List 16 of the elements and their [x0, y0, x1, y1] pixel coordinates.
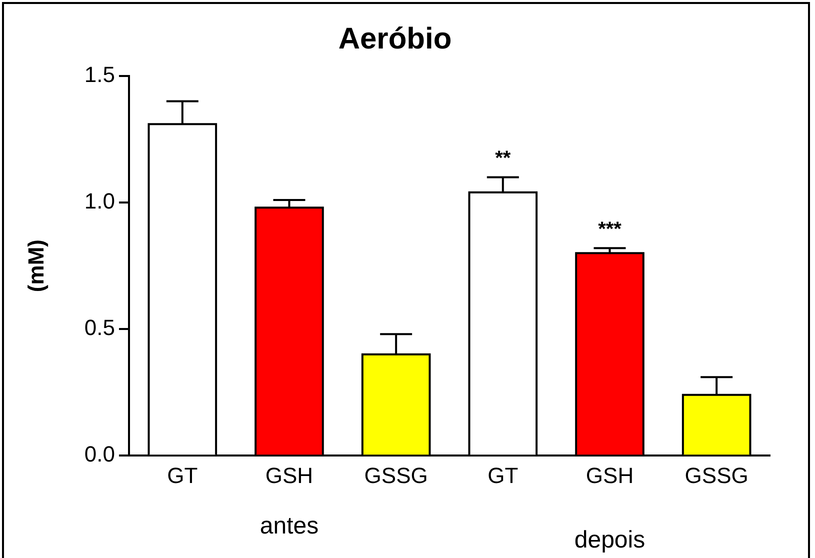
- x-tick-label: GSSG: [684, 462, 748, 488]
- x-tick-label: GT: [488, 462, 518, 488]
- y-tick-label: 0.0: [84, 442, 115, 467]
- annotation: ***: [598, 218, 622, 241]
- y-tick-label: 1.5: [84, 62, 115, 88]
- x-tick-label: GSSG: [364, 462, 428, 488]
- text: depois: [574, 526, 646, 554]
- y-axis-title: (mM): [23, 240, 48, 292]
- chart-title: Aeróbio: [338, 22, 452, 56]
- x-tick-label: GSH: [586, 462, 634, 488]
- x-tick-label: GT: [167, 462, 198, 488]
- y-tick-label: 0.5: [84, 315, 115, 340]
- text: antes: [260, 512, 319, 540]
- y-tick-label: 1.0: [84, 188, 115, 214]
- x-tick-label: GSH: [265, 462, 314, 488]
- annotation: **: [495, 148, 511, 170]
